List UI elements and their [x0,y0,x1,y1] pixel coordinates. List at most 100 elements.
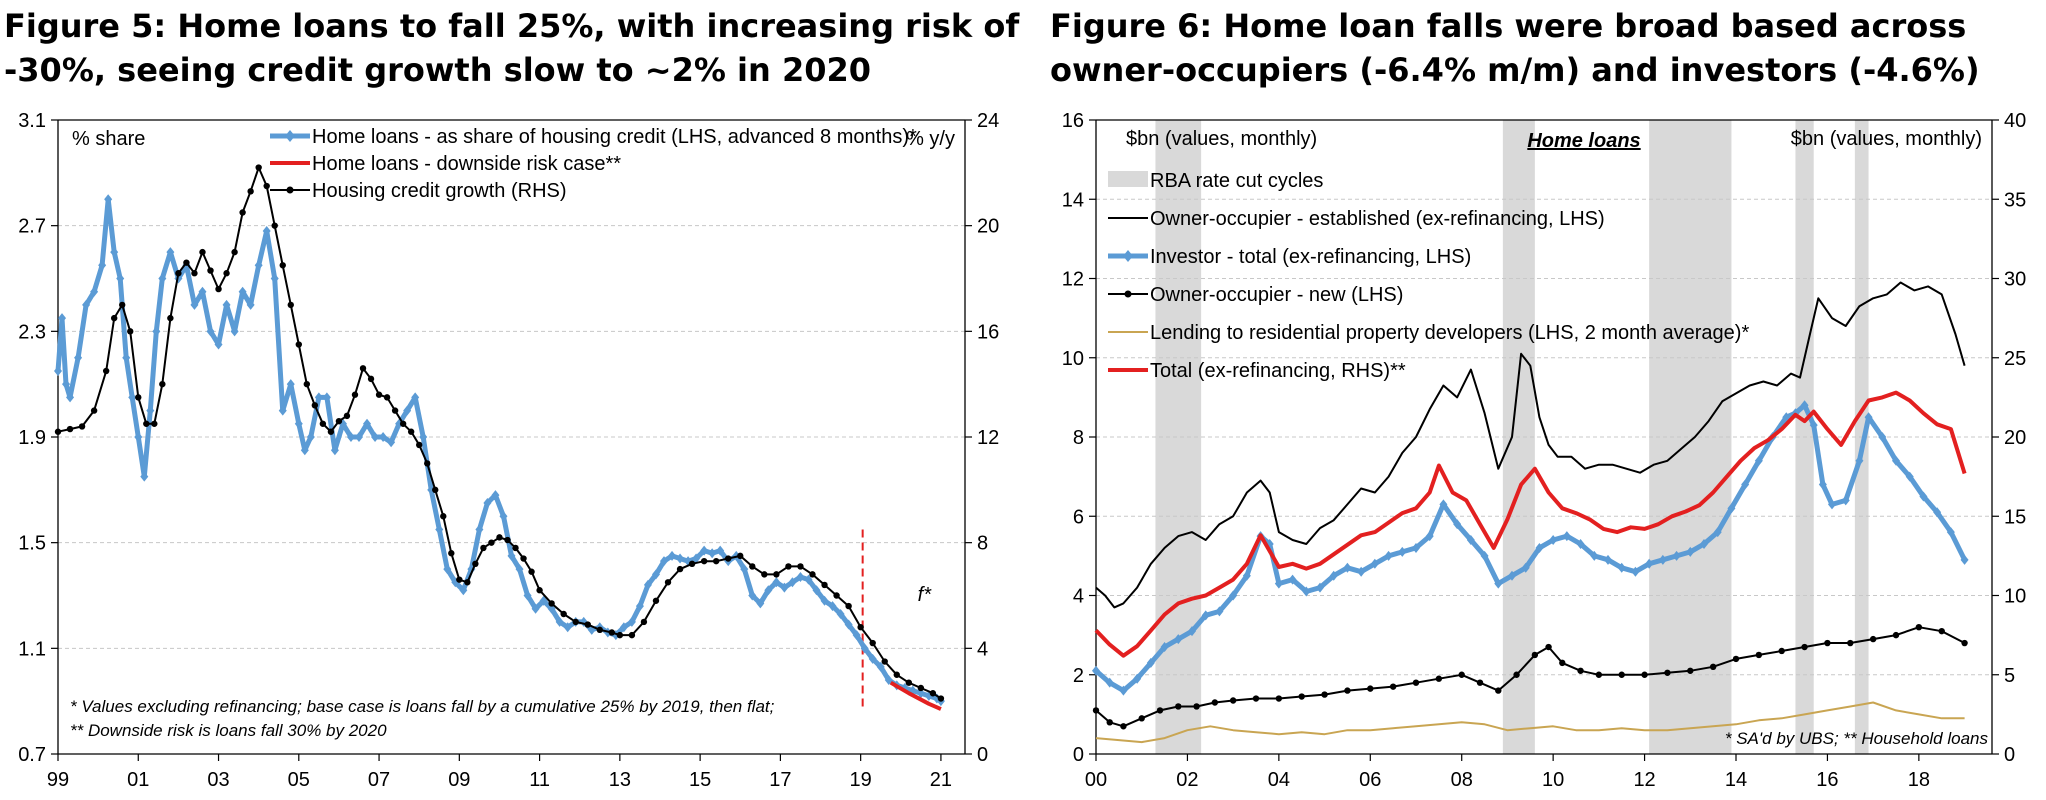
fig5-x-tick-label: 99 [47,769,69,791]
fig5-data-point [844,619,853,630]
fig5-data-point [548,600,555,607]
fig5-data-point [306,432,315,442]
fig5-data-point [54,428,62,435]
fig5-data-point [314,392,323,403]
fig5-data-point [464,579,471,586]
fig5-data-point [215,285,222,293]
fig5-data-point [652,597,660,604]
fig6-data-point [1265,538,1274,549]
fig5-data-point [424,460,431,467]
fig5-y-right-tick-label: 16 [977,321,999,343]
fig6-data-point [1344,687,1351,694]
fig6-legend-marker [1124,290,1132,298]
fig6-data-point [1618,671,1625,678]
fig5-data-point [359,365,367,372]
fig6-data-point [1828,499,1836,510]
fig5-data-point [346,432,355,442]
fig6-series-0 [1095,281,1966,609]
fig5-data-point [419,432,428,442]
fig6-y-left-tick-label: 2 [1073,665,1084,687]
fig6-y-right-tick-label: 5 [2004,665,2015,687]
fig6-data-point [1105,677,1114,688]
fig5-data-point [330,445,339,456]
fig5-data-point [876,661,885,672]
fig5-data-point [640,618,648,626]
fig5-data-point [295,341,302,348]
fig5-series-2 [54,164,945,702]
fig5-data-point [785,563,792,570]
fig5-data-point [716,545,725,556]
fig6-data-point [1595,671,1603,678]
fig6-x-tick-label: 04 [1268,769,1290,791]
fig6-data-point [1412,542,1420,553]
fig5-data-point [54,365,62,376]
fig5-data-point [748,590,757,601]
fig5-data-point [845,602,852,610]
fig5-data-point [128,392,137,403]
fig5-y-right-tick-label: 12 [977,427,999,449]
fig5-series-line [55,196,943,704]
fig5-data-point [773,571,780,578]
fig5-data-point [190,299,199,310]
fig6-x-tick-label: 16 [1816,769,1838,791]
fig6-data-point [1466,535,1475,546]
fig6-data-point [1818,479,1827,490]
fig5-data-point [62,379,71,390]
fig5-data-point [725,555,732,562]
fig5-data-point [836,608,845,619]
fig5-data-point [166,247,175,258]
fig6-data-point [1138,715,1145,722]
fig5-data-point [619,622,628,633]
fig6-data-point [1321,691,1328,698]
fig6-legend-label: RBA rate cut cycles [1150,170,1323,192]
fig6-series-1 [1092,400,1969,696]
fig5-data-point [90,286,99,297]
fig5-data-point [761,571,768,578]
fig6-data-point [1641,671,1648,678]
fig5-data-point [528,568,535,575]
fig5-data-point [821,581,828,589]
fig6-data-point [1480,550,1489,561]
fig5-data-point [797,563,804,570]
fig5-data-point [635,601,644,612]
fig6-data-point [1700,538,1708,549]
fig6-y-right-tick-label: 25 [2004,348,2026,370]
fig6-series-2 [1092,624,1968,730]
fig6-data-point [1160,642,1169,653]
fig6-data-point [1425,531,1434,542]
figure5-chart: 0.7 1.1 1.5 1.9 2.3 2.7 3.1 0 4 8 12 16 20 24 99 01 03 05… [18,110,999,791]
fig5-data-point [122,352,131,363]
fig5-x-tick-label: 09 [448,769,470,791]
fig6-data-point [1778,647,1785,655]
fig5-data-point [403,405,412,416]
fig5-data-point [451,577,460,588]
fig6-data-point [1439,499,1448,510]
fig5-data-point [322,392,331,403]
fig5-data-point [440,513,447,520]
fig5-data-point [756,598,765,609]
fig6-data-point [1892,631,1900,639]
fig6-data-point [1343,562,1352,573]
fig6-data-point [1174,634,1183,645]
fig6-data-point [1357,566,1366,577]
fig5-data-point [937,695,945,702]
fig5-data-point [584,621,591,628]
fig5-data-point [499,511,508,522]
fig5-x-tick-label: 05 [288,769,310,791]
fig5-data-point [523,590,532,601]
fig6-y-right-tick-label: 15 [2004,506,2026,528]
fig5-data-point [857,624,864,631]
fig5-data-point [700,545,709,556]
fig5-data-point [491,490,500,501]
fig5-data-point [263,182,270,190]
fig5-series-line [889,680,942,711]
fig6-data-point [1915,624,1923,631]
fig6-data-point [1175,703,1182,710]
fig5-data-point [692,553,701,564]
fig5-data-point [146,405,155,416]
fig5-data-point [488,539,495,546]
fig6-y-right-tick-label: 35 [2004,189,2026,211]
fig6-y-right-tick-label: 40 [2004,110,2026,132]
fig5-data-point [119,301,126,309]
fig6-series-4 [1094,390,1967,658]
